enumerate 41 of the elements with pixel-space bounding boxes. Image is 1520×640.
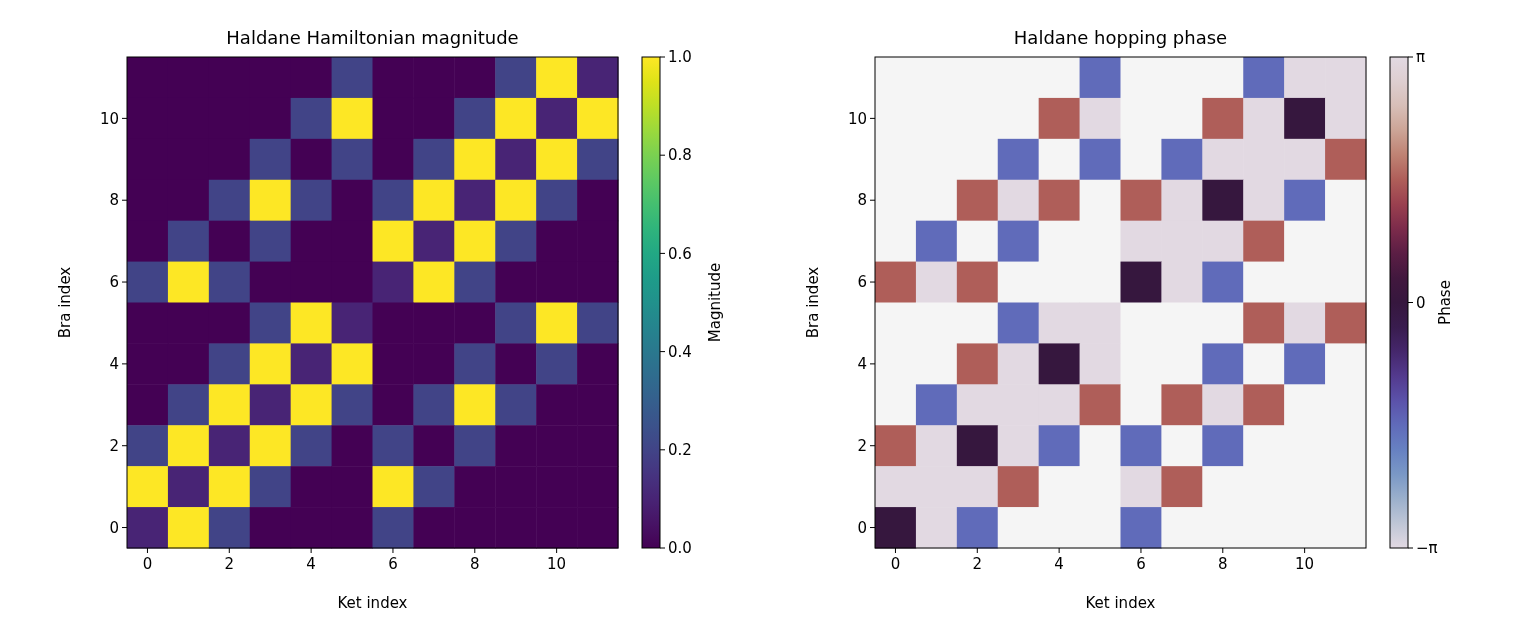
color-bar-label: 0.4 — [668, 342, 692, 361]
y-tick-label: 6 — [857, 273, 867, 292]
x-tick-label: 4 — [1054, 555, 1064, 573]
y-axis-title: Bra index — [804, 266, 822, 339]
y-tick-label: 4 — [857, 355, 867, 374]
x-tick-label: 6 — [1136, 555, 1146, 573]
y-tick-label: 10 — [847, 109, 867, 128]
chart-title: Haldane Hamiltonian magnitude — [226, 27, 519, 48]
x-tick-label: 2 — [224, 555, 235, 573]
x-tick-label: 10 — [1295, 555, 1315, 573]
x-tick-label: 4 — [306, 555, 316, 573]
x-tick-label: 0 — [890, 555, 901, 573]
x-tick-label: 0 — [142, 555, 153, 573]
x-tick-label: 8 — [1218, 555, 1228, 573]
color-bar-label: 0.6 — [668, 244, 692, 263]
y-tick-label: 10 — [99, 109, 119, 128]
x-tick-label: 10 — [547, 555, 567, 573]
y-tick-label: 0 — [109, 518, 119, 537]
x-tick-label: 8 — [470, 555, 480, 573]
x-tick-label: 6 — [388, 555, 398, 573]
color-bar-label: 0 — [1416, 293, 1426, 312]
color-bar-label: π — [1416, 48, 1426, 67]
color-bar-label: 0.2 — [668, 441, 692, 460]
x-axis-title: Ket index — [337, 594, 408, 612]
color-bar-title: Magnitude — [706, 262, 724, 343]
color-bar-label: 1.0 — [668, 48, 692, 67]
y-axis-title: Bra index — [56, 266, 74, 339]
color-bar-label: 0.0 — [668, 539, 692, 558]
color-bar-title: Phase — [1436, 280, 1454, 325]
y-tick-label: 2 — [857, 436, 867, 455]
y-tick-label: 8 — [857, 191, 867, 210]
color-bar-label: −π — [1416, 539, 1438, 558]
color-bar-label: 0.8 — [668, 146, 692, 165]
chart-title: Haldane hopping phase — [1013, 27, 1228, 48]
x-axis-title: Ket index — [1085, 594, 1156, 612]
y-tick-label: 6 — [109, 273, 119, 292]
y-tick-label: 0 — [857, 518, 867, 537]
y-tick-label: 2 — [109, 436, 119, 455]
y-tick-label: 8 — [109, 191, 119, 210]
y-tick-label: 4 — [109, 355, 119, 374]
x-tick-label: 2 — [972, 555, 983, 573]
